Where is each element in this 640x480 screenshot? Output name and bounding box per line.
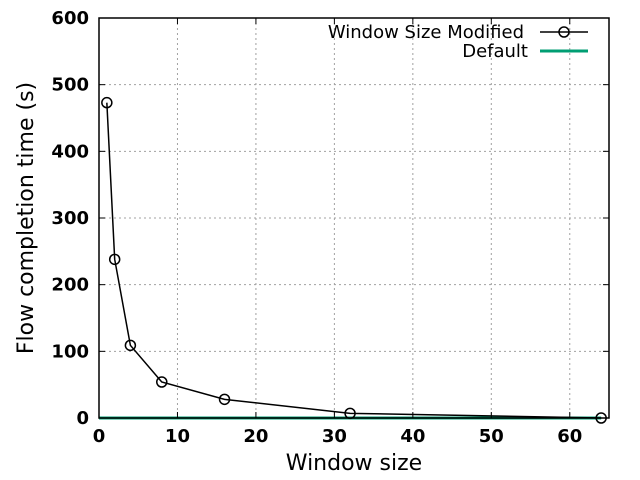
grid (99, 18, 609, 418)
legend-label-default: Default (462, 41, 528, 62)
x-tick-label: 10 (165, 426, 190, 447)
data-point-marker (108, 253, 121, 266)
data-point-marker (218, 393, 231, 406)
data-point-marker (156, 376, 168, 388)
y-tick-label: 200 (51, 275, 89, 296)
y-tick-label: 300 (51, 208, 89, 229)
y-tick-label: 100 (51, 341, 89, 362)
x-tick-label: 50 (479, 426, 504, 447)
plot-series (99, 96, 607, 424)
legend-marker-circle (558, 26, 570, 38)
y-tick-label: 400 (51, 141, 89, 162)
x-tick-label: 40 (400, 426, 425, 447)
y-tick-label: 600 (51, 8, 89, 29)
y-axis-label: Flow completion time (s) (14, 82, 39, 354)
data-point-marker (124, 339, 137, 352)
x-tick-label: 30 (322, 426, 347, 447)
y-tick-label: 500 (51, 75, 89, 96)
legend: Window Size Modified Default (328, 22, 588, 62)
x-axis-label: Window size (286, 451, 422, 476)
x-tick-label: 20 (243, 426, 268, 447)
data-point-marker (101, 96, 113, 109)
x-tick-label: 0 (93, 426, 106, 447)
x-tick-label: 60 (557, 426, 582, 447)
series-line-window-size-modified (106, 102, 602, 419)
legend-label-window-size-modified: Window Size Modified (328, 22, 524, 43)
y-tick-label: 0 (76, 408, 89, 429)
